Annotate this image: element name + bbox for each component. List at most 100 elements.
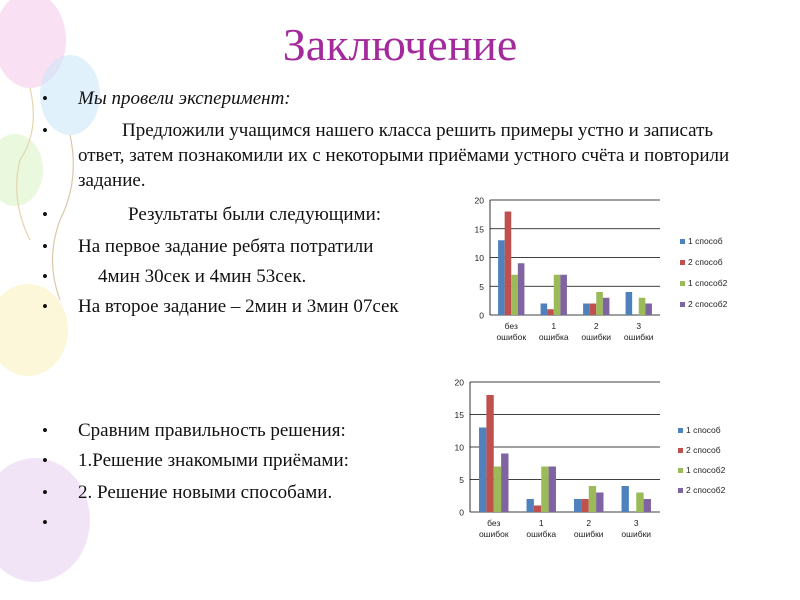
bar [581,499,589,512]
bullet-marker: • [42,297,48,316]
bullet-marker: • [42,483,48,502]
x-tick-label: 2 [594,321,599,331]
bar [498,240,505,315]
bullet-marker: • [42,121,48,140]
bullet-marker: • [42,513,48,532]
bar [621,486,629,512]
bullet-text: 1.Решение знакомыми приёмами: [78,450,349,471]
balloons-decoration [0,0,100,582]
y-tick-label: 0 [459,508,464,518]
results-chart-1: 05101520безошибок1ошибка2ошибки3ошибки1 … [475,196,728,343]
y-tick-label: 15 [475,224,485,234]
bullet-item: • 4мин 30сек и 4мин 53сек. [42,264,742,289]
bar [547,309,554,315]
bullet-marker: • [42,451,48,470]
bar [625,292,633,315]
legend-label: 1 способ2 [688,278,728,288]
legend-swatch [680,260,685,265]
bullet-text: На второе задание – 2мин и 3мин 07сек [78,296,399,317]
bar [493,466,502,512]
bar [548,466,556,512]
bullet-marker: • [42,267,48,286]
legend-swatch [678,488,683,493]
bullet-text: Предложили учащимся нашего класса решить… [78,120,730,191]
bar [540,303,548,315]
bar [638,297,646,315]
legend-swatch [680,239,685,244]
bar [517,263,525,315]
bar [553,274,561,315]
x-tick-label: 3 [634,518,639,528]
bar [486,395,494,512]
legend-label: 1 способ [688,236,723,246]
balloon-green [0,134,43,206]
legend-label: 2 способ [688,257,723,267]
x-tick-label: ошибка [526,529,556,539]
page-title: Заключение [282,19,518,70]
y-tick-label: 5 [479,282,484,292]
bullet-text: На первое задание ребята потратили [78,236,374,257]
bar [602,297,610,315]
bar [501,453,509,512]
bullet-text: Мы провели эксперимент: [78,88,291,109]
bar [504,211,512,315]
bar [583,303,590,315]
bullet-text: Результаты были следующими: [128,204,382,225]
x-tick-label: ошибки [574,529,604,539]
bar [589,303,597,315]
y-tick-label: 20 [455,378,465,388]
bullet-marker: • [42,205,48,224]
x-tick-label: без [487,518,500,528]
x-tick-label: ошибка [539,332,569,342]
balloon-string [16,87,34,241]
bar [479,427,487,512]
x-tick-label: ошибок [496,332,526,342]
x-tick-label: ошибки [581,332,611,342]
bullet-text: Сравним правильность решения: [78,420,346,441]
balloon-yellow [0,284,68,376]
bar [636,492,644,512]
legend-swatch [678,428,683,433]
bullet-marker: • [42,89,48,108]
y-tick-label: 20 [475,196,485,206]
bar [588,486,597,512]
legend-label: 2 способ2 [688,299,728,309]
x-tick-label: 1 [551,321,556,331]
bullet-item: • Предложили учащимся нашего класса решит… [42,118,742,193]
legend-label: 1 способ [686,425,721,435]
bullet-marker: • [42,237,48,256]
bar [533,505,542,512]
bar [526,499,534,512]
bullet-item: • На первое задание ребята потратили [42,234,742,259]
balloon-blue [40,55,100,135]
bar [596,292,603,315]
y-tick-label: 10 [475,253,485,263]
balloon-string [51,134,74,301]
bullet-item: • Мы провели эксперимент: [42,86,742,111]
bar [643,499,651,512]
legend-label: 1 способ2 [686,465,726,475]
x-tick-label: 3 [636,321,641,331]
x-tick-label: ошибок [479,529,509,539]
y-tick-label: 10 [455,443,465,453]
x-tick-label: ошибки [624,332,654,342]
bar [541,466,549,512]
bullet-text: 2. Решение новыми способами. [78,482,333,503]
legend-swatch [678,468,683,473]
bullet-item: • 2. Решение новыми способами. [42,480,742,505]
legend-swatch [680,281,685,286]
bullet-item: • 1.Решение знакомыми приёмами: [42,448,742,473]
bar [511,274,518,315]
bar [574,499,582,512]
x-tick-label: 2 [586,518,591,528]
bar [645,303,652,315]
bullet-item: • На второе задание – 2мин и 3мин 07сек [42,294,742,319]
bullet-item: • Результаты были следующими: [42,202,742,227]
x-tick-label: 1 [539,518,544,528]
y-tick-label: 0 [479,311,484,321]
balloon-lilac [0,458,90,582]
legend-label: 2 способ2 [686,485,726,495]
bullet-item: • Сравним правильность решения: [42,418,742,443]
legend-label: 2 способ [686,445,721,455]
x-tick-label: без [505,321,518,331]
